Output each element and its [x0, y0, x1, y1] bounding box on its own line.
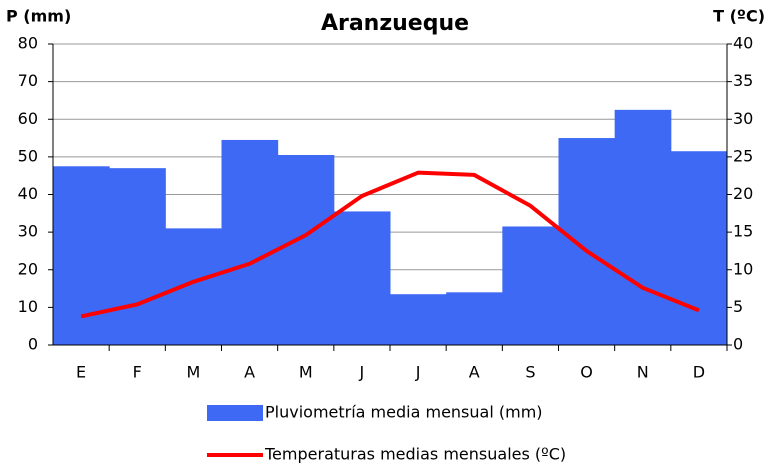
y2-tick-label: 30: [733, 109, 753, 128]
legend-swatch: [207, 405, 263, 421]
y-tick-label: 20: [18, 259, 38, 278]
y2-tick-label: 15: [733, 222, 753, 241]
y2-tick-label: 5: [733, 297, 743, 316]
y-tick-label: 0: [28, 335, 38, 354]
bar: [109, 168, 166, 345]
y2-tick-label: 20: [733, 184, 753, 203]
y-tick-label: 80: [18, 34, 38, 53]
bar: [277, 154, 335, 345]
x-tick-label: J: [359, 363, 365, 382]
y2-axis-title: T (ºC): [713, 7, 765, 26]
x-tick-label: A: [469, 363, 480, 382]
bar: [390, 294, 447, 345]
bar: [614, 109, 672, 345]
bar: [165, 228, 222, 345]
y-tick-label: 40: [18, 184, 38, 203]
chart-title: Aranzueque: [321, 11, 469, 36]
y-tick-label: 10: [18, 297, 38, 316]
y-tick-label: 70: [18, 71, 38, 90]
legend-label: Temperaturas medias mensuales (ºC): [264, 445, 566, 464]
bar: [53, 166, 110, 345]
x-tick-label: O: [580, 363, 593, 382]
y2-tick-label: 35: [733, 71, 753, 90]
x-tick-label: N: [637, 363, 649, 382]
bar: [670, 151, 728, 345]
line: [80, 170, 700, 319]
y2-tick-label: 0: [733, 335, 743, 354]
bar: [502, 226, 559, 345]
x-tick-label: S: [525, 363, 535, 382]
y-tick-label: 30: [18, 222, 38, 241]
x-tick-label: D: [693, 363, 705, 382]
y2-tick-label: 10: [733, 259, 753, 278]
y-tick-label: 50: [18, 146, 38, 165]
bar: [446, 292, 503, 345]
y-axis-title: P (mm): [6, 7, 71, 26]
x-tick-label: J: [415, 363, 421, 382]
x-tick-label: E: [76, 363, 86, 382]
legend-label: Pluviometría media mensual (mm): [265, 403, 543, 422]
y2-tick-label: 40: [733, 34, 753, 53]
x-tick-label: M: [299, 363, 313, 382]
x-tick-label: A: [244, 363, 255, 382]
x-tick-label: F: [133, 363, 142, 382]
y2-tick-label: 25: [733, 146, 753, 165]
y-tick-label: 60: [18, 109, 38, 128]
bar: [558, 138, 616, 345]
x-tick-label: M: [187, 363, 201, 382]
bar: [333, 211, 391, 345]
bar: [221, 139, 279, 345]
